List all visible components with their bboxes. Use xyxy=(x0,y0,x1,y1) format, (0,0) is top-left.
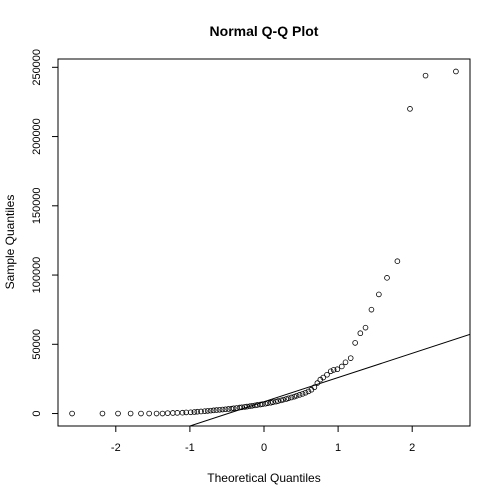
data-point xyxy=(236,404,243,411)
data-point xyxy=(127,410,134,417)
chart-title: Normal Q-Q Plot xyxy=(210,23,319,39)
data-point xyxy=(99,410,106,417)
data-point xyxy=(296,392,303,398)
data-point xyxy=(164,410,171,416)
y-tick-label: 150000 xyxy=(31,187,43,224)
data-point xyxy=(384,275,390,281)
data-point xyxy=(153,410,160,417)
data-point xyxy=(311,384,318,391)
data-point xyxy=(305,388,312,395)
y-tick-label: 250000 xyxy=(31,49,43,86)
data-point xyxy=(259,401,266,407)
data-point xyxy=(264,400,271,406)
data-point xyxy=(69,410,75,417)
data-point xyxy=(288,394,295,401)
data-point xyxy=(422,72,429,79)
data-point xyxy=(225,406,232,412)
data-point xyxy=(339,363,345,370)
data-point xyxy=(357,330,364,337)
y-axis: 0 50000 100000 150000 200000 250000 xyxy=(31,49,59,417)
data-point xyxy=(330,367,337,373)
data-point xyxy=(254,402,261,408)
data-point xyxy=(275,398,281,404)
data-point xyxy=(201,408,208,414)
data-point xyxy=(238,404,245,411)
data-point xyxy=(257,401,264,408)
y-axis-label: Sample Quantiles xyxy=(3,195,17,290)
data-point xyxy=(146,410,152,417)
data-point xyxy=(244,403,250,410)
data-point xyxy=(407,106,413,112)
data-point xyxy=(285,395,292,402)
data-point xyxy=(222,406,229,413)
points-layer xyxy=(69,68,459,417)
data-point xyxy=(115,410,121,417)
data-point xyxy=(252,402,258,409)
x-tick-label: -2 xyxy=(111,442,121,454)
data-point xyxy=(270,399,276,405)
data-point xyxy=(159,410,166,417)
x-tick-label: 0 xyxy=(261,442,267,454)
data-point xyxy=(187,409,194,416)
data-point xyxy=(247,403,253,409)
y-tick-label: 200000 xyxy=(31,118,43,155)
data-point xyxy=(302,389,309,396)
plot-area xyxy=(57,58,471,427)
data-point xyxy=(198,408,204,415)
data-point xyxy=(204,408,211,414)
data-point xyxy=(262,400,269,407)
y-tick-label: 50000 xyxy=(31,329,43,360)
data-point xyxy=(216,406,223,413)
data-point xyxy=(283,396,290,402)
data-point xyxy=(368,306,375,313)
y-tick-label: 0 xyxy=(31,410,43,416)
data-point xyxy=(394,258,401,264)
x-tick-label: -1 xyxy=(185,442,195,454)
data-point xyxy=(228,405,235,412)
data-point xyxy=(191,409,198,415)
x-tick-label: 1 xyxy=(335,442,341,454)
data-point xyxy=(453,68,459,75)
data-point xyxy=(273,398,279,405)
data-point xyxy=(347,355,354,361)
data-point xyxy=(249,402,255,409)
data-point xyxy=(334,366,341,373)
data-point xyxy=(362,324,369,331)
x-tick-label: 2 xyxy=(409,442,415,454)
data-point xyxy=(327,368,334,375)
data-point xyxy=(299,391,306,397)
data-point xyxy=(210,407,217,414)
data-point xyxy=(320,374,327,381)
data-point xyxy=(342,359,349,366)
data-point xyxy=(314,380,321,386)
data-point xyxy=(179,409,186,416)
data-point xyxy=(241,404,248,410)
data-point xyxy=(324,371,330,378)
data-point xyxy=(194,408,201,415)
data-point xyxy=(138,410,144,417)
data-point xyxy=(230,405,237,412)
data-point xyxy=(352,340,358,346)
plot-frame xyxy=(57,58,471,427)
data-point xyxy=(219,406,226,413)
y-tick-label: 100000 xyxy=(31,257,43,294)
data-point xyxy=(267,399,274,406)
x-axis-label: Theoretical Quantiles xyxy=(207,471,320,485)
data-point xyxy=(376,291,382,298)
data-point xyxy=(233,405,240,411)
data-point xyxy=(278,397,284,404)
data-point xyxy=(293,393,300,399)
data-point xyxy=(280,396,287,403)
x-axis: -2 -1 0 1 2 xyxy=(111,425,415,454)
data-point xyxy=(207,407,214,414)
data-point xyxy=(213,407,220,413)
